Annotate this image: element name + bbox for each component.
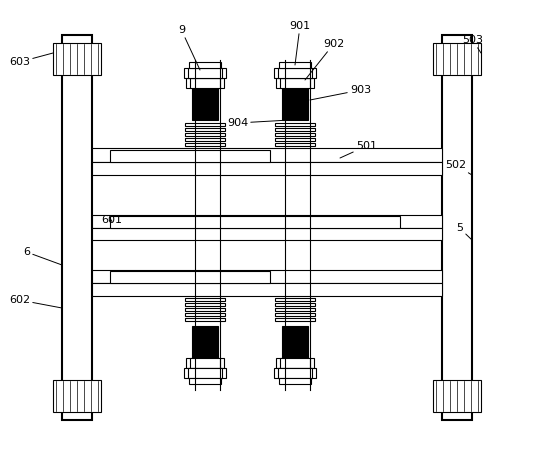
Bar: [110, 271, 270, 283]
Text: 501: 501: [340, 141, 377, 158]
Bar: [275, 143, 315, 145]
Bar: [92, 215, 442, 228]
Bar: [274, 368, 316, 378]
Bar: [62, 35, 92, 420]
Text: 5: 5: [456, 223, 472, 240]
Text: 902: 902: [305, 39, 344, 80]
Text: 9: 9: [178, 25, 200, 70]
Bar: [185, 318, 225, 321]
Bar: [186, 78, 224, 88]
Bar: [278, 368, 312, 378]
Bar: [275, 298, 315, 300]
Bar: [275, 138, 315, 141]
Bar: [276, 78, 314, 88]
Bar: [185, 313, 225, 316]
Bar: [53, 380, 101, 412]
Bar: [275, 133, 315, 136]
Bar: [275, 128, 315, 131]
Bar: [92, 148, 442, 162]
Bar: [433, 43, 481, 75]
Text: 503: 503: [462, 35, 483, 53]
Text: 602: 602: [9, 295, 62, 308]
Bar: [190, 78, 220, 88]
Bar: [282, 326, 308, 358]
Bar: [282, 88, 308, 120]
Text: 903: 903: [310, 85, 371, 100]
Bar: [275, 308, 315, 311]
Bar: [275, 303, 315, 305]
Bar: [189, 62, 221, 68]
Bar: [110, 216, 400, 228]
Bar: [275, 318, 315, 321]
Bar: [188, 368, 222, 378]
Bar: [185, 133, 225, 136]
Bar: [433, 380, 481, 412]
Bar: [186, 358, 224, 368]
Text: 601: 601: [101, 215, 122, 225]
Bar: [92, 228, 442, 240]
Bar: [184, 68, 226, 78]
Bar: [184, 368, 226, 378]
Text: 901: 901: [289, 21, 310, 65]
Bar: [185, 298, 225, 300]
Bar: [92, 283, 442, 296]
Bar: [185, 143, 225, 145]
Bar: [110, 150, 270, 162]
Text: 502: 502: [445, 160, 472, 175]
Bar: [185, 138, 225, 141]
Bar: [185, 303, 225, 305]
Text: 6: 6: [23, 247, 62, 265]
Bar: [279, 62, 311, 68]
Text: 904: 904: [226, 118, 290, 128]
Bar: [185, 128, 225, 131]
Bar: [275, 313, 315, 316]
Bar: [53, 43, 101, 75]
Bar: [189, 378, 221, 384]
Bar: [276, 358, 314, 368]
Text: 603: 603: [9, 53, 53, 67]
Bar: [192, 88, 218, 120]
Bar: [185, 123, 225, 126]
Bar: [442, 35, 472, 420]
Bar: [190, 358, 220, 368]
Bar: [275, 123, 315, 126]
Bar: [274, 68, 316, 78]
Bar: [188, 68, 222, 78]
Bar: [280, 78, 310, 88]
Bar: [92, 162, 442, 175]
Bar: [278, 68, 312, 78]
Bar: [92, 270, 442, 283]
Bar: [280, 358, 310, 368]
Bar: [192, 326, 218, 358]
Bar: [279, 378, 311, 384]
Bar: [185, 308, 225, 311]
